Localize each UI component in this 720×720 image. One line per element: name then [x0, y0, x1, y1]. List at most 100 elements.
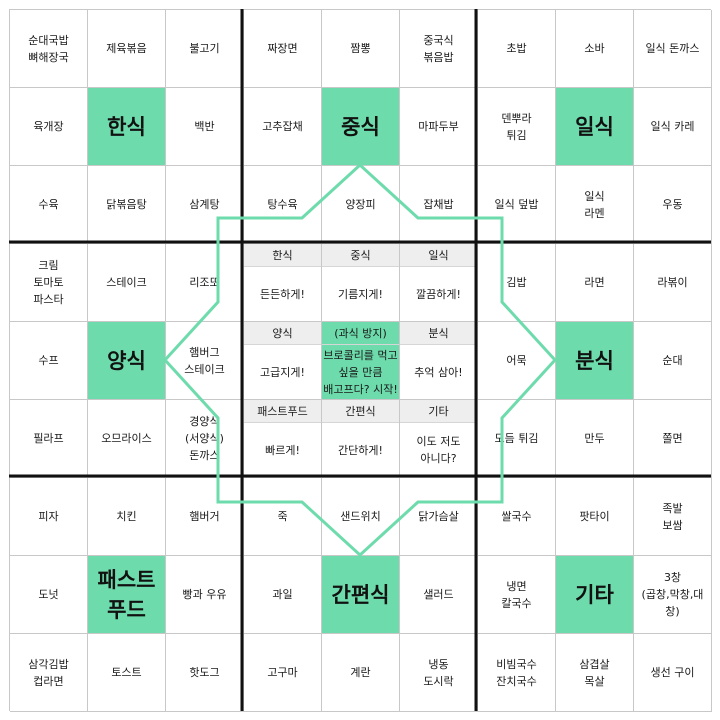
- center-cell-body: 이도 저도 아니다?: [416, 435, 461, 465]
- center-cell-header: 양식: [244, 322, 321, 345]
- center-cell-body: 추억 삼아!: [414, 365, 463, 379]
- category-cell: 분식: [556, 322, 634, 400]
- menu-cell: 라면: [556, 244, 634, 322]
- category-cell: 양식: [88, 322, 166, 400]
- menu-cell: 피자: [10, 478, 88, 556]
- menu-cell: 짜장면: [244, 10, 322, 88]
- menu-cell: 고추잡채: [244, 88, 322, 166]
- category-cell: 기타: [556, 556, 634, 634]
- menu-cell: 샐러드: [400, 556, 478, 634]
- center-cell-body: 든든하게!: [260, 287, 305, 301]
- center-cell-header: 한식: [244, 244, 321, 267]
- menu-cell: 비빔국수 잔치국수: [478, 634, 556, 712]
- menu-cell: 토스트: [88, 634, 166, 712]
- category-cell: 일식: [556, 88, 634, 166]
- center-cell-body: 고급지게!: [260, 365, 305, 379]
- menu-cell: 쌀국수: [478, 478, 556, 556]
- center-cell-header: (과식 방지): [322, 322, 399, 345]
- center-cell-body: 깔끔하게!: [416, 287, 461, 301]
- menu-cell: 제육볶음: [88, 10, 166, 88]
- menu-cell: 경양식 (서양식) 돈까스: [166, 400, 244, 478]
- center-cell-header: 분식: [400, 322, 477, 345]
- menu-cell: 족발 보쌈: [634, 478, 712, 556]
- menu-cell: 일식 라멘: [556, 166, 634, 244]
- menu-cell: 삼각김밥 컵라면: [10, 634, 88, 712]
- menu-cell: 냉면 칼국수: [478, 556, 556, 634]
- center-cell-header: 패스트푸드: [244, 400, 321, 423]
- menu-cell: 우동: [634, 166, 712, 244]
- center-cell-header: 중식: [322, 244, 399, 267]
- menu-cell: 냉동 도시락: [400, 634, 478, 712]
- category-cell: 중식: [322, 88, 400, 166]
- center-cell-header: 일식: [400, 244, 477, 267]
- menu-cell: 핫도그: [166, 634, 244, 712]
- menu-cell: 샌드위치: [322, 478, 400, 556]
- menu-cell: 잡채밥: [400, 166, 478, 244]
- center-cell-header: 간편식: [322, 400, 399, 423]
- menu-cell: 마파두부: [400, 88, 478, 166]
- menu-cell: 덴뿌라 튀김: [478, 88, 556, 166]
- menu-cell: 만두: [556, 400, 634, 478]
- menu-cell: 어묵: [478, 322, 556, 400]
- menu-cell: 필라프: [10, 400, 88, 478]
- center-cell-header: 기타: [400, 400, 477, 423]
- menu-cell: 백반: [166, 88, 244, 166]
- menu-cell: 일식 카레: [634, 88, 712, 166]
- center-cell-body: 빠르게!: [265, 443, 300, 457]
- center-cell-body: 간단하게!: [338, 443, 383, 457]
- menu-cell: 빵과 우유: [166, 556, 244, 634]
- menu-cell: 햄버거: [166, 478, 244, 556]
- menu-cell: 삼계탕: [166, 166, 244, 244]
- menu-cell: 수육: [10, 166, 88, 244]
- menu-cell: 3창 (곱창,막창,대창): [634, 556, 712, 634]
- menu-cell: 짬뽕: [322, 10, 400, 88]
- menu-cell: 육개장: [10, 88, 88, 166]
- menu-cell: 순대국밥 뼈해장국: [10, 10, 88, 88]
- menu-cell: 초밥: [478, 10, 556, 88]
- menu-cell: 치킨: [88, 478, 166, 556]
- category-cell: 간편식: [322, 556, 400, 634]
- menu-cell: 크림 토마토 파스타: [10, 244, 88, 322]
- menu-cell: 수프: [10, 322, 88, 400]
- menu-cell: 리조또: [166, 244, 244, 322]
- menu-cell: 라볶이: [634, 244, 712, 322]
- category-cell: 패스트 푸드: [88, 556, 166, 634]
- menu-cell: 쫄면: [634, 400, 712, 478]
- menu-cell: 과일: [244, 556, 322, 634]
- menu-cell: 양장피: [322, 166, 400, 244]
- menu-cell: 모듬 튀김: [478, 400, 556, 478]
- menu-cell: 삼겹살 목살: [556, 634, 634, 712]
- menu-cell: 탕수육: [244, 166, 322, 244]
- menu-cell: 스테이크: [88, 244, 166, 322]
- menu-cell: 일식 돈까스: [634, 10, 712, 88]
- menu-cell: 닭볶음탕: [88, 166, 166, 244]
- menu-cell: 순대: [634, 322, 712, 400]
- menu-cell: 햄버그 스테이크: [166, 322, 244, 400]
- menu-cell: 생선 구이: [634, 634, 712, 712]
- menu-cell: 고구마: [244, 634, 322, 712]
- category-cell: 한식: [88, 88, 166, 166]
- menu-cell: 중국식 볶음밥: [400, 10, 478, 88]
- menu-cell: 도넛: [10, 556, 88, 634]
- center-cell: (과식 방지) 브로콜리를 먹고 싶을 만큼 배고프다? 시작!: [322, 322, 400, 400]
- menu-cell: 김밥: [478, 244, 556, 322]
- menu-cell: 오므라이스: [88, 400, 166, 478]
- menu-cell: 닭가슴살: [400, 478, 478, 556]
- center-cell-body: 기름지게!: [338, 287, 383, 301]
- menu-cell: 팟타이: [556, 478, 634, 556]
- menu-cell: 불고기: [166, 10, 244, 88]
- menu-cell: 죽: [244, 478, 322, 556]
- menu-cell: 계란: [322, 634, 400, 712]
- center-cell-body: 브로콜리를 먹고 싶을 만큼 배고프다? 시작!: [322, 345, 399, 399]
- menu-cell: 일식 덮밥: [478, 166, 556, 244]
- menu-cell: 소바: [556, 10, 634, 88]
